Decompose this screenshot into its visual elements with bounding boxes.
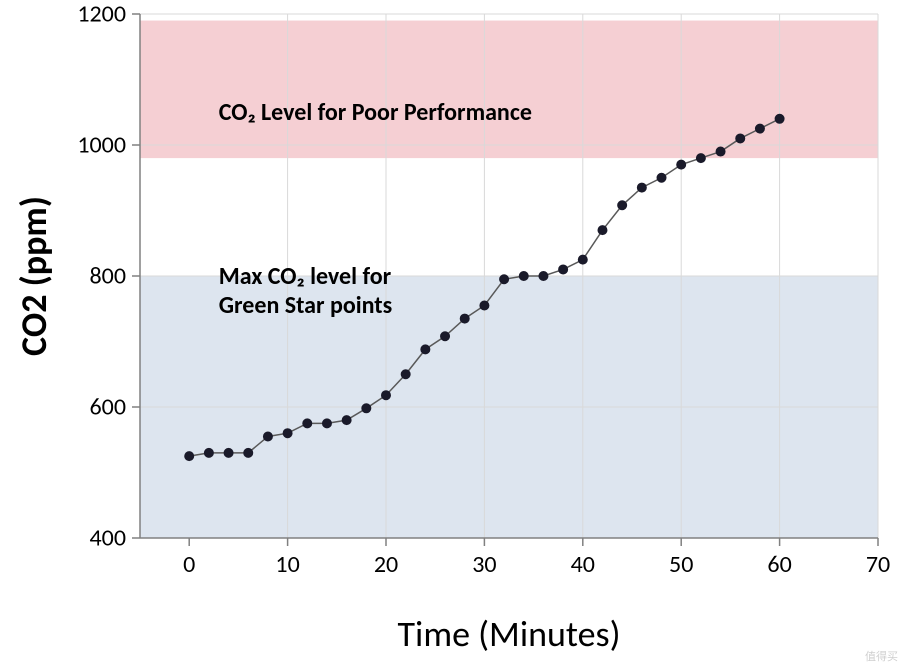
threshold-band [140,21,878,159]
y-tick-label: 400 [90,524,127,553]
data-marker [401,370,410,379]
data-marker [263,432,272,441]
data-marker [559,265,568,274]
data-marker [539,272,548,281]
data-marker [736,134,745,143]
y-tick-label: 1000 [77,131,126,160]
data-marker [362,404,371,413]
x-tick-label: 60 [767,550,791,579]
x-tick-label: 70 [866,550,890,579]
x-tick-label: 40 [571,550,595,579]
y-tick-label: 600 [90,393,127,422]
chart-container: CO2 (ppm) Time (Minutes) 值得买 01020304050… [0,0,906,672]
data-marker [283,429,292,438]
data-marker [342,416,351,425]
data-marker [204,448,213,457]
data-marker [421,345,430,354]
x-tick-label: 30 [472,550,496,579]
y-tick-label: 800 [90,262,127,291]
data-marker [775,114,784,123]
data-marker [244,448,253,457]
data-marker [637,183,646,192]
data-marker [755,124,764,133]
data-marker [716,147,725,156]
data-marker [185,452,194,461]
y-axis-label: CO2 (ppm) [12,196,56,356]
data-marker [441,332,450,341]
data-marker [500,275,509,284]
x-tick-label: 20 [374,550,398,579]
data-marker [303,419,312,428]
chart-annotation: CO₂ Level for Poor Performance [219,99,532,128]
data-marker [618,201,627,210]
x-tick-label: 50 [669,550,693,579]
x-axis-label: Time (Minutes) [398,612,621,656]
data-marker [224,448,233,457]
data-marker [519,272,528,281]
data-marker [382,391,391,400]
data-marker [696,154,705,163]
data-marker [677,160,686,169]
chart-annotation: Max CO₂ level for Green Star points [219,263,392,321]
data-marker [480,301,489,310]
x-tick-label: 0 [183,550,195,579]
data-marker [322,419,331,428]
data-marker [578,255,587,264]
y-tick-label: 1200 [77,0,126,29]
data-marker [657,173,666,182]
x-tick-label: 10 [275,550,299,579]
data-marker [598,226,607,235]
data-marker [460,314,469,323]
